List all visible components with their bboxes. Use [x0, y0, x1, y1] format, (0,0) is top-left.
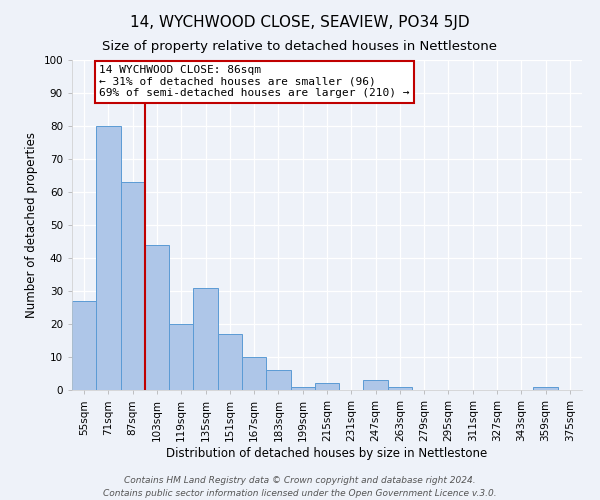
Bar [218, 334, 242, 390]
Bar [266, 370, 290, 390]
Text: 14, WYCHWOOD CLOSE, SEAVIEW, PO34 5JD: 14, WYCHWOOD CLOSE, SEAVIEW, PO34 5JD [130, 15, 470, 30]
X-axis label: Distribution of detached houses by size in Nettlestone: Distribution of detached houses by size … [166, 446, 488, 460]
Bar [145, 245, 169, 390]
Bar [193, 288, 218, 390]
Bar [121, 182, 145, 390]
Bar [290, 386, 315, 390]
Y-axis label: Number of detached properties: Number of detached properties [25, 132, 38, 318]
Bar [242, 357, 266, 390]
Bar [533, 386, 558, 390]
Text: Size of property relative to detached houses in Nettlestone: Size of property relative to detached ho… [103, 40, 497, 53]
Bar [388, 386, 412, 390]
Bar [72, 301, 96, 390]
Bar [96, 126, 121, 390]
Text: Contains HM Land Registry data © Crown copyright and database right 2024.
Contai: Contains HM Land Registry data © Crown c… [103, 476, 497, 498]
Bar [169, 324, 193, 390]
Text: 14 WYCHWOOD CLOSE: 86sqm
← 31% of detached houses are smaller (96)
69% of semi-d: 14 WYCHWOOD CLOSE: 86sqm ← 31% of detach… [99, 65, 410, 98]
Bar [364, 380, 388, 390]
Bar [315, 384, 339, 390]
